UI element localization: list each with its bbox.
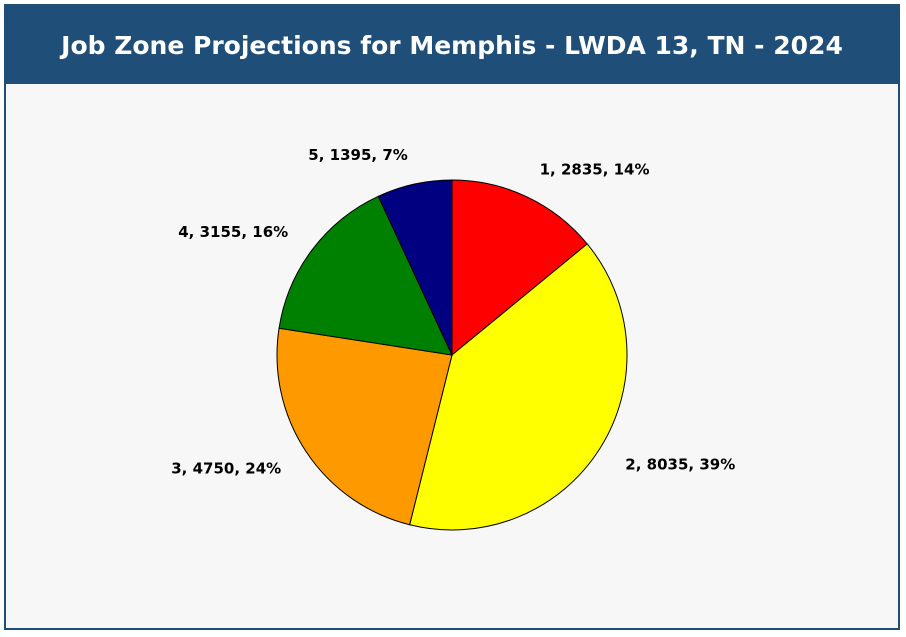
slice-label-4: 4, 3155, 16%	[178, 223, 288, 241]
chart-title: Job Zone Projections for Memphis - LWDA …	[6, 6, 898, 84]
slice-label-1: 1, 2835, 14%	[540, 161, 650, 179]
pie-slice-1	[451, 179, 588, 357]
pie-slice-5	[377, 179, 453, 356]
slice-label-2: 2, 8035, 39%	[625, 456, 735, 474]
slice-label-5: 5, 1395, 7%	[308, 146, 408, 164]
pie-slice-2	[409, 243, 628, 531]
pie-slice-3	[276, 327, 453, 526]
pie-slice-4	[278, 195, 453, 356]
slice-label-3: 3, 4750, 24%	[171, 459, 281, 477]
